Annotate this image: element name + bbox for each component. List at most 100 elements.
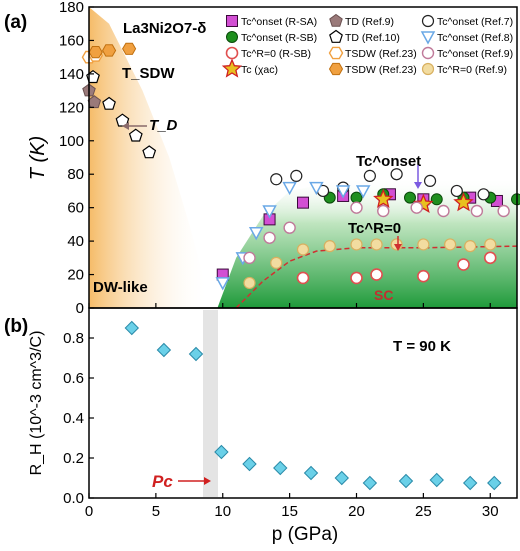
data-point (370, 268, 383, 281)
data-point (355, 185, 371, 199)
data-point (214, 444, 229, 460)
data-point (243, 276, 256, 290)
data-point (362, 475, 378, 491)
data-point (470, 204, 484, 218)
data-point (334, 470, 349, 486)
data-point (309, 181, 324, 196)
data-point (243, 251, 256, 265)
panel-b-markers (124, 320, 502, 491)
data-point (297, 196, 309, 209)
data-point (477, 188, 490, 201)
data-point (270, 256, 283, 269)
legend-marker (421, 46, 435, 60)
data-point (102, 44, 117, 57)
x-tick-label: 0 (85, 503, 93, 520)
y-tick-label: 120 (59, 99, 84, 116)
data-point (457, 258, 470, 271)
tc-r0-label: Tc^R=0 (348, 220, 401, 237)
data-point (398, 473, 414, 489)
data-point (188, 346, 204, 362)
data-point (390, 168, 403, 181)
y-axis-label-text: T (K) (27, 136, 49, 180)
legend-label: Tc^onset (Ref.8) (437, 32, 513, 44)
y-tick-label: 100 (59, 133, 84, 150)
data-point (290, 169, 303, 182)
panel-b-frame (88, 307, 518, 499)
legend-marker (225, 46, 239, 60)
legend: Tc^onset (R-SA) Tc^onset (R-SB) Tc^R=0 (R-… (221, 13, 513, 78)
y-tick-label: 20 (67, 267, 84, 284)
legend-marker (420, 31, 436, 45)
legend-label: TSDW (Ref.23) (345, 64, 417, 76)
x-tick-label: 10 (214, 503, 231, 520)
data-point (303, 465, 319, 481)
data-point (417, 238, 430, 251)
x-axis-label: p (GPa) (272, 524, 339, 545)
legend-marker (226, 15, 238, 27)
data-point (410, 201, 423, 214)
data-point (464, 240, 477, 253)
sc-boundary-line (235, 245, 518, 309)
y-tick-label: 0.8 (63, 330, 84, 347)
data-point (142, 145, 157, 159)
y-tick-label: 0.2 (63, 450, 84, 467)
data-point (296, 243, 310, 256)
data-point (497, 204, 510, 218)
legend-label: Tc (χac) (241, 64, 278, 76)
td-label: T_D (149, 117, 178, 134)
legend-marker (329, 29, 343, 43)
pc-band (203, 310, 218, 497)
data-point (462, 475, 478, 491)
legend-label: Tc^onset (Ref.7) (437, 16, 513, 28)
data-point (417, 269, 430, 283)
tsdw-label: T_SDW (122, 65, 175, 82)
data-point (370, 238, 383, 251)
data-point (373, 188, 394, 208)
panel-a-y-axis-label: T (K) (27, 136, 49, 180)
temperature-annotation: T = 90 K (393, 338, 451, 355)
y-tick-label: 80 (67, 166, 84, 183)
panel-b: 0.0 0.2 0.4 0.6 0.8 0 5 10 15 20 25 30 (b) T = 90 K… (4, 307, 518, 545)
y-tick-label: 140 (59, 66, 84, 83)
y-tick-label: 60 (67, 200, 84, 217)
data-point (377, 204, 390, 218)
panel-b-y-axis-label: R_H (10^-3 cm^3/C) (28, 331, 45, 476)
legend-label: Tc^R=0 (R-SB) (241, 48, 311, 60)
data-point (423, 174, 437, 188)
data-point (450, 184, 463, 198)
data-point (453, 192, 474, 212)
data-point (511, 193, 520, 206)
data-point (363, 169, 376, 182)
dw-like-label: DW-like (93, 279, 148, 296)
data-point (484, 238, 497, 251)
y-tick-label: 40 (67, 233, 84, 250)
tc-onset-label: Tc^onset (356, 153, 421, 170)
y-tick-label: 0 (76, 300, 84, 317)
data-point (283, 221, 296, 234)
data-point (437, 204, 450, 218)
tc-onset-arrow-head (414, 182, 422, 189)
data-point (444, 238, 457, 251)
legend-marker (421, 62, 435, 76)
data-point (430, 193, 443, 206)
legend-label: TD (Ref.9) (345, 16, 394, 28)
td-arrow-head (122, 122, 129, 130)
y-tick-label: 0.4 (63, 410, 84, 427)
panel-b-label: (b) (4, 316, 28, 337)
legend-label: TSDW (Ref.23) (345, 48, 417, 60)
panel-a-label: (a) (4, 12, 27, 33)
data-point (262, 205, 277, 219)
legend-marker (221, 58, 243, 78)
data-point (248, 227, 264, 241)
data-point (270, 173, 283, 186)
data-point (350, 238, 363, 251)
pc-arrow-head (204, 477, 211, 485)
data-point (487, 475, 502, 491)
data-point (335, 185, 351, 199)
legend-label: Tc^onset (Ref.9) (437, 48, 513, 60)
legend-label: Tc^R=0 (Ref.9) (437, 64, 507, 76)
legend-label: Tc^onset (R-SB) (241, 32, 317, 44)
y-tick-label: 0.0 (63, 490, 84, 507)
x-tick-label: 5 (152, 503, 160, 520)
